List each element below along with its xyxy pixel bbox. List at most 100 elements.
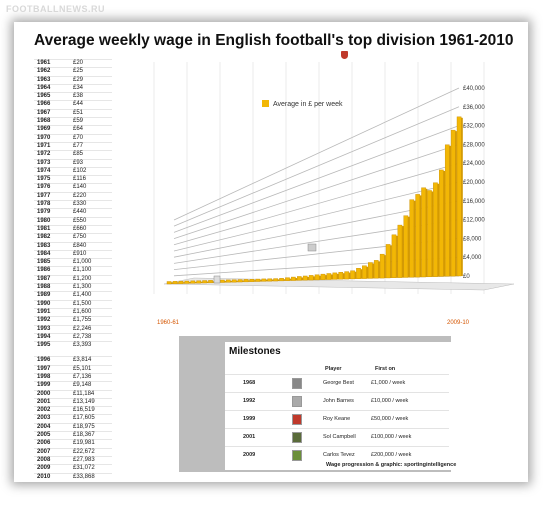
bar-2006 — [433, 182, 438, 277]
bar-1965 — [190, 280, 196, 284]
table-year: 2003 — [37, 415, 51, 422]
bar-1974 — [243, 279, 249, 283]
table-row: 1964 £34 — [34, 83, 112, 92]
milestone-year: 1999 — [243, 416, 256, 422]
milestone-first-on: £50,000 / week — [371, 416, 409, 422]
y-tick-label: £12,000 — [463, 218, 485, 224]
bar-side-1989 — [336, 273, 339, 280]
y-tick-label: £16,000 — [463, 199, 485, 205]
y-tick-label: £4,000 — [463, 255, 482, 261]
table-wage: £1,400 — [73, 292, 92, 299]
player-photo-icon — [292, 450, 302, 461]
table-year: 1987 — [37, 275, 51, 282]
table-year: 1991 — [37, 308, 51, 315]
table-year: 2006 — [37, 440, 51, 447]
milestone-player: Roy Keane — [323, 416, 351, 422]
bar-side-1966 — [200, 281, 203, 284]
bar-side-1987 — [325, 275, 327, 280]
table-row: 2005 £18,367 — [34, 431, 112, 439]
table-year: 1969 — [37, 126, 51, 133]
table-wage: £34 — [73, 84, 84, 91]
gridline — [173, 144, 460, 239]
table-row: 1997 £5,101 — [34, 364, 112, 373]
bar-side-1982 — [295, 278, 298, 281]
milestones-panel: Milestones Player First on 1968 George Be… — [179, 336, 453, 472]
table-wage: £1,755 — [73, 317, 92, 324]
bar-1962 — [172, 281, 178, 285]
table-row: 1994 £2,738 — [34, 332, 112, 341]
table-row: 2003 £17,605 — [34, 414, 112, 422]
bar-side-1978 — [271, 279, 274, 282]
table-wage: £22,672 — [73, 448, 95, 455]
bar-side-2009 — [455, 131, 457, 277]
table-row: 1987 £1,200 — [34, 274, 112, 283]
milestone-first-on: £200,000 / week — [371, 452, 412, 458]
table-year: 1999 — [37, 382, 51, 389]
table-row: 1968 £59 — [34, 117, 112, 125]
bar-1975 — [249, 279, 255, 282]
table-year: 1986 — [37, 267, 51, 274]
table-year: 1967 — [37, 109, 51, 116]
player-marker-icon — [213, 275, 221, 284]
bar-side-1979 — [277, 279, 280, 282]
bar-1966 — [196, 280, 201, 284]
table-year: 1994 — [37, 333, 51, 340]
bar-2004 — [421, 187, 426, 278]
bar-side-2005 — [431, 191, 434, 277]
table-year: 1961 — [37, 60, 51, 66]
x-start-label: 1960-61 — [157, 320, 180, 326]
y-tick-label: £20,000 — [463, 180, 485, 186]
legend-label: Average in £ per week — [273, 101, 343, 108]
bar-side-1994 — [366, 266, 369, 279]
bar-side-1996 — [378, 261, 380, 279]
bar-side-1992 — [354, 271, 357, 279]
legend-swatch — [262, 100, 269, 107]
table-wage: £25 — [73, 68, 84, 75]
table-wage: £27,983 — [73, 456, 95, 463]
table-wage: £38 — [73, 93, 84, 100]
bar-side-1967 — [206, 281, 209, 284]
table-year: 1964 — [37, 84, 51, 91]
bar-2003 — [415, 194, 420, 278]
table-wage: £77 — [73, 142, 84, 149]
club-crest-icon — [341, 51, 348, 59]
bar-1983 — [297, 276, 302, 281]
bar-side-1973 — [242, 280, 244, 283]
table-year: 1992 — [37, 317, 51, 324]
table-year: 1970 — [37, 134, 51, 141]
bar-side-2000 — [402, 226, 404, 278]
table-wage: £2,246 — [73, 325, 92, 332]
table-wage: £1,200 — [73, 275, 92, 282]
table-wage: £20 — [73, 60, 84, 66]
wage-table: 1961 £20 1962 £25 1963 £29 1964 £34 1965 £38 1966 £… — [34, 59, 112, 481]
bar-1993 — [356, 268, 361, 279]
table-row: 2006 £19,981 — [34, 439, 112, 447]
bar-side-2003 — [419, 195, 422, 278]
bar-side-1986 — [319, 275, 321, 280]
y-tick-label: £0 — [463, 274, 470, 280]
table-row: 1974 £102 — [34, 166, 112, 175]
bar-2002 — [409, 199, 415, 278]
table-year: 1985 — [37, 259, 51, 266]
table-wage: £70 — [73, 134, 84, 141]
y-tick-label: £36,000 — [463, 105, 485, 111]
table-row: 1967 £51 — [34, 108, 112, 117]
bar-1979 — [273, 278, 278, 282]
bar-1982 — [291, 276, 296, 281]
bar-1988 — [326, 273, 332, 280]
milestones-table: Milestones Player First on 1968 George Be… — [225, 342, 453, 470]
table-row: 1971 £77 — [34, 141, 112, 150]
gridline — [173, 87, 460, 221]
bar-side-2007 — [443, 170, 446, 277]
bar-side-1991 — [348, 272, 351, 280]
table-row: 2007 £22,672 — [34, 447, 112, 456]
player-marker-icon — [307, 243, 317, 252]
wage-chart: £0 £4,000 £8,000 £12,000 £16,000 £20,000 £24,0… — [153, 62, 515, 326]
table-year: 1989 — [37, 292, 51, 299]
table-wage: £29 — [73, 76, 84, 83]
bar-1998 — [385, 244, 391, 279]
player-photo-icon — [292, 378, 302, 389]
table-year: 1978 — [37, 201, 51, 208]
table-year: 1979 — [37, 209, 51, 216]
bar-1980 — [279, 278, 284, 282]
